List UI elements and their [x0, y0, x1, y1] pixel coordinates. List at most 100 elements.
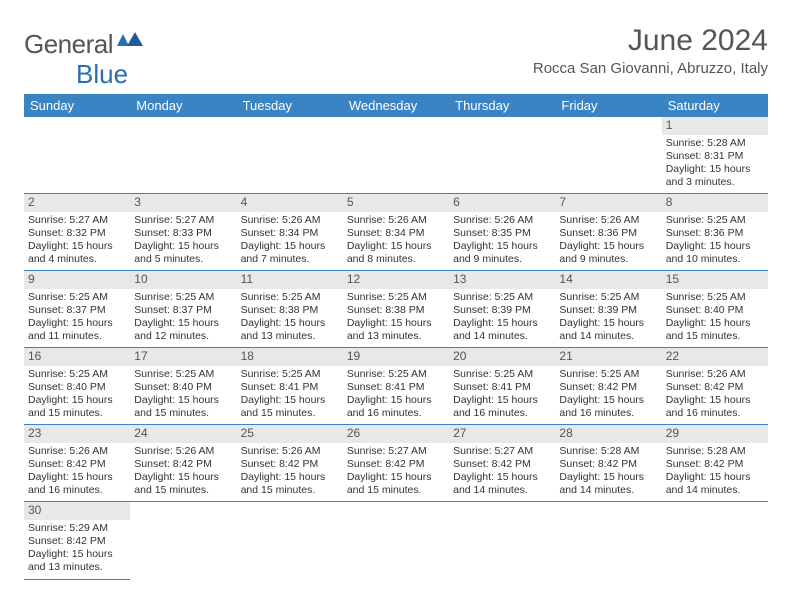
sunrise-line: Sunrise: 5:25 AM — [453, 291, 551, 304]
daylight-line: Daylight: 15 hours and 16 minutes. — [666, 394, 764, 420]
weekday-header: Monday — [130, 94, 236, 117]
day-cell: 29Sunrise: 5:28 AMSunset: 8:42 PMDayligh… — [662, 425, 768, 502]
day-number: 4 — [237, 194, 343, 212]
sunset-line: Sunset: 8:33 PM — [134, 227, 232, 240]
daylight-line: Daylight: 15 hours and 14 minutes. — [453, 317, 551, 343]
day-number: 21 — [555, 348, 661, 366]
sunset-line: Sunset: 8:41 PM — [241, 381, 339, 394]
calendar-row: 1Sunrise: 5:28 AMSunset: 8:31 PMDaylight… — [24, 117, 768, 194]
calendar-row: 23Sunrise: 5:26 AMSunset: 8:42 PMDayligh… — [24, 425, 768, 502]
day-info: Sunrise: 5:26 AMSunset: 8:34 PMDaylight:… — [343, 212, 449, 271]
day-cell: 16Sunrise: 5:25 AMSunset: 8:40 PMDayligh… — [24, 348, 130, 425]
sunrise-line: Sunrise: 5:27 AM — [453, 445, 551, 458]
day-number: 1 — [662, 117, 768, 135]
empty-cell — [555, 117, 661, 194]
sunrise-line: Sunrise: 5:25 AM — [28, 368, 126, 381]
sunrise-line: Sunrise: 5:25 AM — [559, 368, 657, 381]
day-cell: 21Sunrise: 5:25 AMSunset: 8:42 PMDayligh… — [555, 348, 661, 425]
brand-blue-wrap: Blue — [76, 59, 792, 90]
sunrise-line: Sunrise: 5:25 AM — [666, 214, 764, 227]
day-cell: 20Sunrise: 5:25 AMSunset: 8:41 PMDayligh… — [449, 348, 555, 425]
day-info: Sunrise: 5:27 AMSunset: 8:42 PMDaylight:… — [343, 443, 449, 502]
day-number: 13 — [449, 271, 555, 289]
day-number: 10 — [130, 271, 236, 289]
empty-cell — [343, 117, 449, 194]
empty-cell — [343, 502, 449, 579]
sunset-line: Sunset: 8:39 PM — [559, 304, 657, 317]
day-info: Sunrise: 5:25 AMSunset: 8:37 PMDaylight:… — [130, 289, 236, 348]
day-info: Sunrise: 5:25 AMSunset: 8:36 PMDaylight:… — [662, 212, 768, 271]
day-cell: 12Sunrise: 5:25 AMSunset: 8:38 PMDayligh… — [343, 271, 449, 348]
sunset-line: Sunset: 8:37 PM — [134, 304, 232, 317]
sunset-line: Sunset: 8:42 PM — [666, 458, 764, 471]
daylight-line: Daylight: 15 hours and 15 minutes. — [134, 471, 232, 497]
empty-cell — [130, 117, 236, 194]
sunset-line: Sunset: 8:34 PM — [347, 227, 445, 240]
day-cell: 1Sunrise: 5:28 AMSunset: 8:31 PMDaylight… — [662, 117, 768, 194]
sunset-line: Sunset: 8:31 PM — [666, 150, 764, 163]
empty-cell — [24, 117, 130, 194]
calendar-row: 30Sunrise: 5:29 AMSunset: 8:42 PMDayligh… — [24, 502, 768, 579]
daylight-line: Daylight: 15 hours and 15 minutes. — [347, 471, 445, 497]
day-number: 3 — [130, 194, 236, 212]
day-info: Sunrise: 5:26 AMSunset: 8:42 PMDaylight:… — [662, 366, 768, 425]
day-info: Sunrise: 5:28 AMSunset: 8:42 PMDaylight:… — [555, 443, 661, 502]
day-cell: 24Sunrise: 5:26 AMSunset: 8:42 PMDayligh… — [130, 425, 236, 502]
day-cell: 27Sunrise: 5:27 AMSunset: 8:42 PMDayligh… — [449, 425, 555, 502]
sunset-line: Sunset: 8:37 PM — [28, 304, 126, 317]
sunset-line: Sunset: 8:35 PM — [453, 227, 551, 240]
day-number: 2 — [24, 194, 130, 212]
day-cell: 19Sunrise: 5:25 AMSunset: 8:41 PMDayligh… — [343, 348, 449, 425]
sunset-line: Sunset: 8:41 PM — [453, 381, 551, 394]
brand-general: General — [24, 29, 113, 60]
daylight-line: Daylight: 15 hours and 14 minutes. — [559, 471, 657, 497]
daylight-line: Daylight: 15 hours and 15 minutes. — [241, 394, 339, 420]
sunrise-line: Sunrise: 5:25 AM — [241, 291, 339, 304]
empty-cell — [555, 502, 661, 579]
sunset-line: Sunset: 8:42 PM — [559, 381, 657, 394]
sunrise-line: Sunrise: 5:26 AM — [453, 214, 551, 227]
day-cell: 6Sunrise: 5:26 AMSunset: 8:35 PMDaylight… — [449, 194, 555, 271]
day-cell: 5Sunrise: 5:26 AMSunset: 8:34 PMDaylight… — [343, 194, 449, 271]
sunrise-line: Sunrise: 5:28 AM — [666, 445, 764, 458]
day-info: Sunrise: 5:28 AMSunset: 8:31 PMDaylight:… — [662, 135, 768, 194]
day-cell: 30Sunrise: 5:29 AMSunset: 8:42 PMDayligh… — [24, 502, 130, 579]
day-number: 20 — [449, 348, 555, 366]
daylight-line: Daylight: 15 hours and 13 minutes. — [241, 317, 339, 343]
day-info: Sunrise: 5:27 AMSunset: 8:33 PMDaylight:… — [130, 212, 236, 271]
day-number: 16 — [24, 348, 130, 366]
empty-cell — [449, 502, 555, 579]
day-info: Sunrise: 5:28 AMSunset: 8:42 PMDaylight:… — [662, 443, 768, 502]
day-cell: 10Sunrise: 5:25 AMSunset: 8:37 PMDayligh… — [130, 271, 236, 348]
day-cell: 13 Sunrise: 5:25 AMSunset: 8:39 PMDayligh… — [449, 271, 555, 348]
day-cell: 17Sunrise: 5:25 AMSunset: 8:40 PMDayligh… — [130, 348, 236, 425]
daylight-line: Daylight: 15 hours and 5 minutes. — [134, 240, 232, 266]
day-number: 14 — [555, 271, 661, 289]
sunset-line: Sunset: 8:42 PM — [453, 458, 551, 471]
day-cell: 25Sunrise: 5:26 AMSunset: 8:42 PMDayligh… — [237, 425, 343, 502]
empty-cell — [449, 117, 555, 194]
day-cell: 4Sunrise: 5:26 AMSunset: 8:34 PMDaylight… — [237, 194, 343, 271]
day-info: Sunrise: 5:26 AMSunset: 8:36 PMDaylight:… — [555, 212, 661, 271]
day-number: 22 — [662, 348, 768, 366]
daylight-line: Daylight: 15 hours and 14 minutes. — [666, 471, 764, 497]
day-number: 8 — [662, 194, 768, 212]
sunset-line: Sunset: 8:42 PM — [28, 535, 126, 548]
daylight-line: Daylight: 15 hours and 14 minutes. — [559, 317, 657, 343]
empty-cell — [237, 502, 343, 579]
sunset-line: Sunset: 8:42 PM — [241, 458, 339, 471]
sunset-line: Sunset: 8:40 PM — [134, 381, 232, 394]
daylight-line: Daylight: 15 hours and 14 minutes. — [453, 471, 551, 497]
day-number: 12 — [343, 271, 449, 289]
day-number: 5 — [343, 194, 449, 212]
day-info: Sunrise: 5:27 AMSunset: 8:42 PMDaylight:… — [449, 443, 555, 502]
sunset-line: Sunset: 8:39 PM — [453, 304, 551, 317]
sunrise-line: Sunrise: 5:26 AM — [134, 445, 232, 458]
sunrise-line: Sunrise: 5:25 AM — [347, 368, 445, 381]
sunset-line: Sunset: 8:42 PM — [347, 458, 445, 471]
day-info: Sunrise: 5:25 AMSunset: 8:38 PMDaylight:… — [343, 289, 449, 348]
day-cell: 23Sunrise: 5:26 AMSunset: 8:42 PMDayligh… — [24, 425, 130, 502]
day-number: 17 — [130, 348, 236, 366]
day-info: Sunrise: 5:25 AMSunset: 8:41 PMDaylight:… — [343, 366, 449, 425]
daylight-line: Daylight: 15 hours and 15 minutes. — [666, 317, 764, 343]
